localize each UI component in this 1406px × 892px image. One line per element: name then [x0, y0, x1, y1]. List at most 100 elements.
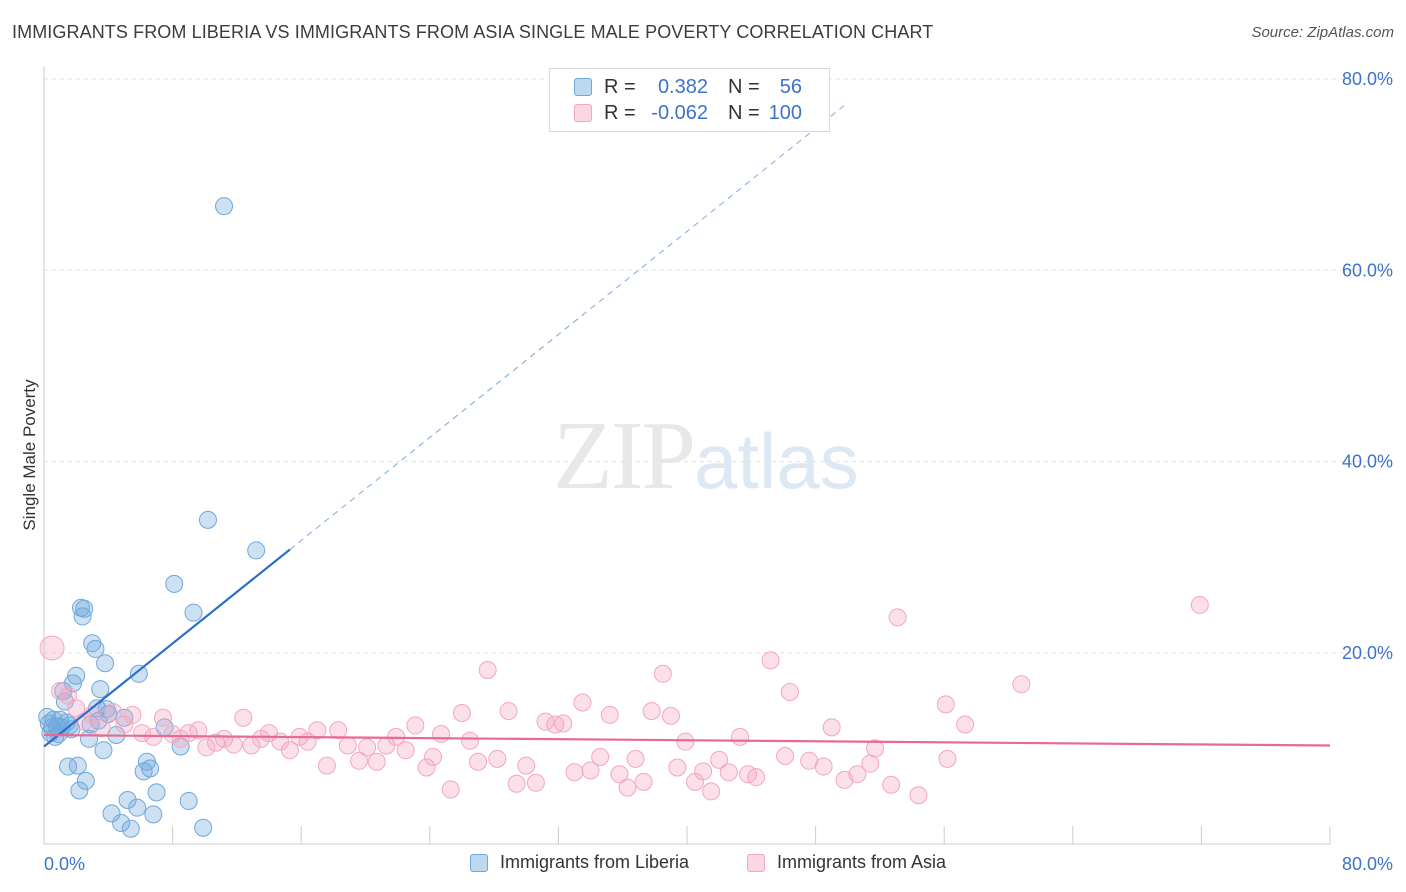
data-point	[247, 541, 266, 560]
r-label: R =	[604, 101, 636, 124]
data-point	[591, 747, 610, 766]
data-point	[121, 819, 140, 838]
data-point	[215, 729, 234, 748]
data-point	[329, 721, 348, 740]
data-point	[308, 721, 327, 740]
legend-label-asia: Immigrants from Asia	[777, 852, 947, 872]
data-point	[642, 702, 661, 721]
data-point	[76, 771, 95, 790]
data-point	[882, 775, 901, 794]
data-point	[460, 731, 479, 750]
data-point	[197, 738, 216, 757]
x-tick-label: 0.0%	[44, 854, 85, 874]
legend-swatch-asia	[574, 104, 592, 122]
data-point	[731, 727, 750, 746]
data-point	[676, 732, 695, 751]
data-point	[73, 607, 92, 626]
data-point	[507, 774, 526, 793]
source-credit: Source: ZipAtlas.com	[1251, 24, 1394, 41]
n-value: 56	[779, 75, 802, 98]
data-point	[91, 680, 110, 699]
n-label: N =	[728, 101, 760, 124]
n-value: 100	[768, 101, 802, 124]
data-point	[526, 773, 545, 792]
data-point	[153, 708, 172, 727]
data-point	[234, 708, 253, 727]
data-point	[128, 798, 147, 817]
data-point	[499, 702, 518, 721]
data-point	[67, 666, 86, 685]
data-point	[39, 635, 65, 661]
chart-title: IMMIGRANTS FROM LIBERIA VS IMMIGRANTS FR…	[12, 22, 934, 42]
data-point	[866, 739, 885, 758]
data-point	[478, 660, 497, 679]
data-point	[396, 741, 415, 760]
data-point	[668, 758, 687, 777]
data-point	[83, 634, 102, 653]
data-point	[112, 813, 131, 832]
data-point	[406, 716, 425, 735]
data-point	[1190, 595, 1209, 614]
data-point	[780, 682, 799, 701]
data-point	[118, 791, 137, 810]
data-point	[936, 695, 955, 714]
data-point	[224, 735, 243, 754]
legend-item-liberia: Immigrants from Liberia	[470, 852, 689, 873]
legend-row-asia: R = -0.062 N = 100	[574, 101, 802, 125]
data-point	[634, 772, 653, 791]
data-point	[358, 738, 377, 757]
data-point	[417, 758, 436, 777]
data-point	[198, 510, 217, 529]
r-value: -0.062	[651, 101, 708, 124]
data-point	[179, 791, 198, 810]
data-point	[133, 724, 152, 743]
data-point	[350, 751, 369, 770]
data-point	[144, 805, 163, 824]
data-point	[909, 786, 928, 805]
data-point	[469, 752, 488, 771]
data-point	[565, 763, 584, 782]
data-point	[610, 765, 629, 784]
y-tick-label: 60.0%	[1342, 260, 1393, 280]
data-point	[517, 756, 536, 775]
data-point	[189, 721, 208, 740]
data-point	[600, 705, 619, 724]
trend-line-asia	[43, 733, 1331, 747]
data-point	[68, 756, 87, 775]
data-point	[956, 715, 975, 734]
data-point	[702, 782, 721, 801]
data-point	[573, 693, 592, 712]
data-point	[123, 705, 142, 724]
y-tick-label: 20.0%	[1342, 643, 1393, 663]
data-point	[661, 706, 680, 725]
data-point	[194, 818, 213, 837]
data-point	[861, 754, 880, 773]
data-point	[814, 757, 833, 776]
data-point	[104, 703, 123, 722]
data-point	[424, 747, 443, 766]
r-value: 0.382	[657, 75, 708, 98]
watermark-zip: ZIP	[553, 402, 696, 510]
data-point	[432, 725, 451, 744]
data-point	[94, 741, 113, 760]
data-point	[338, 736, 357, 755]
data-point	[367, 752, 386, 771]
data-point	[280, 741, 299, 760]
data-point	[441, 780, 460, 799]
data-point	[317, 756, 336, 775]
data-point	[747, 768, 766, 787]
y-axis-label: Single Male Poverty	[20, 379, 39, 531]
data-point	[776, 747, 795, 766]
data-point	[67, 699, 86, 718]
legend-swatch-liberia	[470, 853, 488, 872]
data-point	[147, 783, 166, 802]
data-point	[165, 574, 184, 593]
y-tick-label: 40.0%	[1342, 452, 1393, 472]
x-tick-label: 80.0%	[1342, 854, 1393, 874]
data-point	[822, 718, 841, 737]
series-legend: Immigrants from Liberia Immigrants from …	[0, 852, 1406, 876]
data-point	[581, 761, 600, 780]
data-point	[215, 197, 234, 216]
data-point	[938, 749, 957, 768]
